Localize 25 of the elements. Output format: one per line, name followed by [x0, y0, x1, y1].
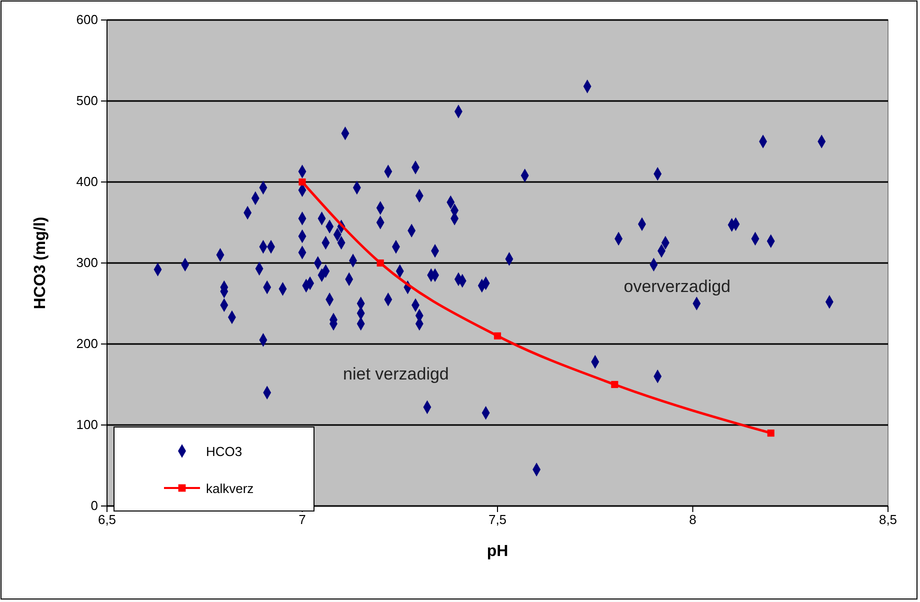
x-tick-label: 7,5 — [488, 512, 507, 528]
point — [767, 430, 774, 437]
point — [376, 259, 384, 267]
legend-label: HCO3 — [206, 444, 242, 459]
y-tick-label: 600 — [76, 12, 98, 28]
y-tick-label: 300 — [76, 255, 98, 270]
legend-key: HCO3 — [178, 444, 242, 459]
x-tick-label: 8,5 — [878, 512, 898, 528]
x-tick-label: 7 — [298, 512, 306, 528]
point — [494, 332, 502, 340]
y-tick-label: 0 — [90, 498, 98, 514]
y-tick-label: 400 — [76, 174, 98, 190]
y-tick-label: 500 — [76, 93, 98, 108]
point — [298, 178, 306, 186]
x-axis-title: pH — [486, 543, 508, 560]
y-tick-label: 200 — [76, 336, 98, 352]
legend-label: kalkverz — [206, 481, 254, 496]
y-tick-label: 100 — [76, 417, 98, 432]
point — [611, 380, 618, 388]
x-tick-label: 8 — [689, 512, 696, 528]
legend-key: kalkverz — [164, 481, 254, 496]
annotation: oververzadigd — [624, 277, 731, 296]
x-tick-label: 6,5 — [98, 512, 116, 528]
y-axis-title: HCO3 (mg/l) — [32, 216, 49, 310]
annotation: niet verzadigd — [343, 364, 449, 384]
